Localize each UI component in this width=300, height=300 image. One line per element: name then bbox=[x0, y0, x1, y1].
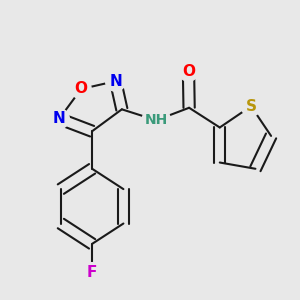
Text: O: O bbox=[182, 64, 195, 79]
Text: O: O bbox=[75, 82, 88, 97]
Circle shape bbox=[241, 96, 261, 116]
Circle shape bbox=[106, 71, 126, 91]
Circle shape bbox=[82, 262, 102, 283]
Text: N: N bbox=[53, 111, 66, 126]
Text: NH: NH bbox=[145, 113, 168, 127]
Circle shape bbox=[178, 61, 199, 81]
Text: F: F bbox=[87, 265, 97, 280]
Circle shape bbox=[49, 109, 69, 129]
Text: N: N bbox=[109, 74, 122, 89]
Circle shape bbox=[142, 106, 170, 134]
Circle shape bbox=[71, 79, 91, 99]
Text: S: S bbox=[246, 99, 256, 114]
